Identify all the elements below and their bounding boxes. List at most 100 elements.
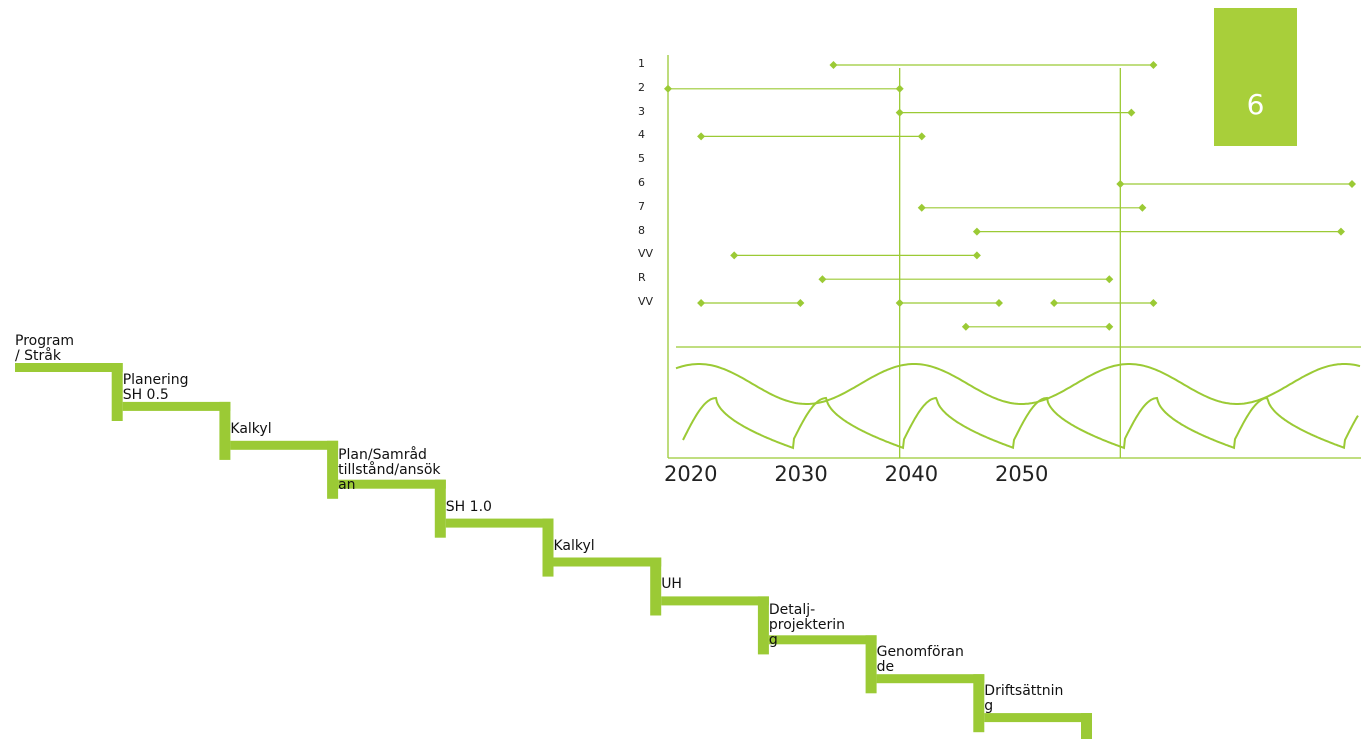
chart-range-endpoint	[664, 84, 672, 93]
stair-riser	[650, 557, 662, 616]
chart-x-tick-label: 2050	[994, 462, 1049, 486]
page-number-badge: 6	[1214, 8, 1297, 146]
chart-row-label: 5	[638, 152, 645, 166]
chart-row-label: 7	[638, 199, 645, 213]
chart-range-bar	[730, 251, 981, 260]
chart-range-endpoint	[1149, 299, 1158, 307]
stair-step	[230, 440, 339, 499]
chart-long-wave	[675, 363, 1361, 405]
chart-range-bar	[972, 227, 1345, 236]
stair-riser	[434, 479, 446, 538]
chart-range-endpoint	[972, 251, 981, 260]
chart-range-bar	[961, 322, 1114, 331]
chart-row-label: R	[638, 271, 646, 285]
stair-step	[445, 518, 554, 577]
chart-range-endpoint	[961, 322, 970, 331]
chart-range-endpoint	[730, 251, 739, 260]
chart-range-endpoint	[796, 299, 805, 307]
stair-step-label: SH 1.0	[445, 498, 492, 515]
page-number: 6	[1246, 88, 1265, 121]
chart-row-label: VV	[638, 247, 654, 261]
stair-riser	[327, 440, 339, 499]
chart-row-label: VV	[638, 295, 654, 308]
chart-range-endpoint	[1348, 180, 1356, 188]
chart-range-endpoint	[697, 132, 706, 141]
chart-range-bar	[917, 203, 1147, 212]
stair-step-label: UH	[661, 576, 682, 593]
chart-range-endpoint	[1336, 227, 1345, 236]
chart-range-endpoint	[1149, 61, 1158, 69]
stair-riser	[757, 596, 769, 655]
stair-tread	[122, 401, 231, 411]
chart-sawtooth-wave	[682, 396, 1359, 450]
chart-range-bar	[829, 61, 1158, 69]
stair-tread	[768, 635, 877, 645]
chart-range-bar	[664, 84, 904, 93]
chart-range-endpoint	[1105, 322, 1114, 331]
stair-riser	[219, 401, 231, 460]
stair-step	[338, 479, 446, 538]
stair-step	[768, 635, 877, 694]
chart-range-endpoint	[818, 275, 827, 284]
stair-step	[876, 674, 985, 733]
chart-x-tick-label: 2020	[664, 462, 718, 486]
chart-range-bar	[1050, 299, 1158, 307]
stair-step-label: Detalj- projekterin g	[768, 602, 846, 649]
stair-riser	[1081, 713, 1092, 739]
stair-step	[984, 713, 1092, 739]
chart-range-endpoint	[697, 299, 706, 307]
chart-row-label: 3	[638, 104, 645, 118]
chart-range-endpoint	[895, 84, 904, 93]
stair-tread	[15, 363, 123, 372]
chart-range-endpoint	[972, 227, 981, 236]
stair-step-label: Plan/Samråd tillstånd/ansök an	[338, 446, 441, 493]
chart-range-endpoint	[829, 61, 838, 69]
chart-range-endpoint	[994, 299, 1003, 307]
stair-step	[661, 596, 769, 655]
chart-row-label: 8	[638, 223, 645, 237]
stair-tread	[553, 557, 662, 567]
chart-range-bar	[697, 299, 805, 307]
chart-x-tick-label: 2030	[774, 462, 828, 486]
stair-step	[122, 401, 231, 460]
chart-range-endpoint	[895, 299, 904, 307]
stair-step	[553, 557, 662, 616]
chart-row-label: 4	[638, 128, 645, 142]
stair-step-label: Kalkyl	[230, 420, 272, 437]
chart-range-bar	[818, 275, 1114, 284]
chart-range-bar	[1116, 180, 1356, 188]
stair-tread	[876, 674, 985, 684]
stair-tread	[661, 596, 769, 606]
chart-range-endpoint	[895, 108, 904, 117]
stair-step-label: Program / Stråk	[15, 333, 75, 364]
chart-x-tick-label: 2040	[884, 462, 939, 486]
stair-tread	[338, 479, 446, 489]
stair-tread	[984, 713, 1092, 723]
chart-range-bar	[895, 108, 1136, 117]
chart-range-bar	[697, 132, 926, 141]
chart-row-label: 1	[638, 57, 645, 70]
stair-tread	[230, 440, 339, 450]
stair-riser	[111, 363, 123, 421]
chart-range-endpoint	[1127, 108, 1136, 117]
chart-range-endpoint	[1116, 180, 1125, 188]
chart-range-endpoint	[917, 203, 926, 212]
chart-range-endpoint	[1050, 299, 1059, 307]
stair-riser	[973, 674, 985, 733]
chart-range-endpoint	[1105, 275, 1114, 284]
chart-row-label: 2	[638, 80, 645, 94]
chart-range-bar	[895, 299, 1003, 307]
stair-step-label: Planering SH 0.5	[122, 371, 189, 403]
chart-range-endpoint	[917, 132, 926, 141]
stair-step	[15, 363, 123, 421]
stair-step-label: Kalkyl	[553, 537, 595, 554]
stair-step-label: Driftsättnin g	[984, 683, 1064, 715]
stair-riser	[542, 518, 554, 577]
stair-riser	[865, 635, 877, 694]
chart-row-label: 6	[638, 176, 645, 189]
chart-range-endpoint	[1138, 203, 1147, 212]
stair-step-label: Genomföran de	[876, 644, 964, 676]
